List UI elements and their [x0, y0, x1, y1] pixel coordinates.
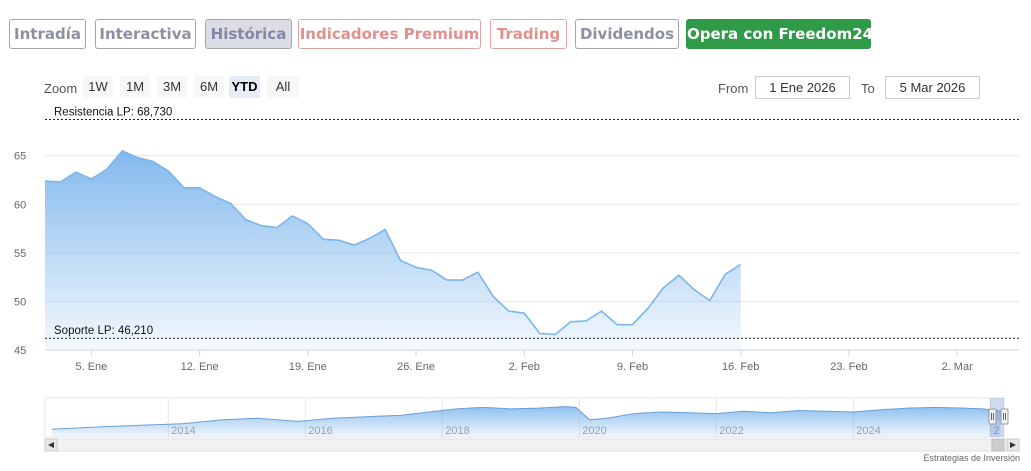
- opera-con-freedom24-button[interactable]: Opera con Freedom24: [686, 19, 873, 49]
- y-axis: 45 50 55 60 65: [14, 151, 26, 357]
- scroll-right-arrow-icon: [1010, 442, 1016, 448]
- tab-dividendos[interactable]: Dividendos: [575, 19, 679, 49]
- x-tick-label: 12. Ene: [181, 361, 219, 373]
- zoom-6m-button[interactable]: 6M: [194, 76, 224, 98]
- zoom-3m-button[interactable]: 3M: [157, 76, 187, 98]
- zoom-all-button[interactable]: All: [267, 76, 299, 98]
- price-line: [44, 149, 742, 336]
- support-label: Soporte LP: 46,210: [54, 325, 153, 337]
- y-tick-label-60: 60: [14, 199, 26, 211]
- zoom-label: Zoom: [44, 81, 78, 96]
- from-date-input[interactable]: 1 Ene 2026: [755, 76, 850, 99]
- x-tick-label: 26. Ene: [397, 361, 435, 373]
- tab-trading[interactable]: Trading: [490, 19, 567, 49]
- to-date-input[interactable]: 5 Mar 2026: [885, 76, 980, 99]
- price-series: [44, 149, 742, 350]
- tab-interactiva[interactable]: Interactiva: [95, 19, 196, 49]
- to-label: To: [861, 81, 875, 96]
- tab-indicadores-premium[interactable]: Indicadores Premium: [298, 19, 481, 49]
- navigator[interactable]: 2014201620182020202220242: [44, 397, 1020, 452]
- x-tick-label: 16. Feb: [722, 361, 759, 373]
- price-area: [45, 150, 741, 350]
- x-tick-label: 23. Feb: [830, 361, 867, 373]
- navigator-scrollbar[interactable]: [44, 438, 1020, 452]
- navigator-right-handle[interactable]: [1000, 408, 1009, 425]
- navigator-area: [51, 406, 1001, 437]
- support-resistance-lines: Resistencia LP: 68,730 Soporte LP: 46,210: [45, 106, 1019, 339]
- tab-intradia[interactable]: Intradía: [9, 19, 86, 49]
- navigator-line: [51, 406, 1001, 430]
- x-tick-label: 5. Ene: [75, 361, 107, 373]
- x-tick-label: 19. Ene: [289, 361, 327, 373]
- x-tick-label: 2. Mar: [942, 361, 974, 373]
- scroll-thumb[interactable]: [991, 438, 1005, 452]
- y-tick-label-55: 55: [14, 248, 26, 260]
- scroll-left-arrow-icon: [48, 442, 54, 448]
- y-tick-label-50: 50: [14, 296, 26, 308]
- tab-historica[interactable]: Histórica: [205, 19, 292, 49]
- y-tick-label-65: 65: [14, 151, 26, 163]
- y-tick-label-45: 45: [14, 345, 26, 357]
- attribution-text: Estrategias de Inversión: [923, 453, 1020, 463]
- from-label: From: [718, 81, 749, 96]
- resistance-label: Resistencia LP: 68,730: [54, 106, 172, 118]
- x-tick-label: 9. Feb: [617, 361, 648, 373]
- x-tick-label: 2. Feb: [509, 361, 540, 373]
- zoom-1w-button[interactable]: 1W: [83, 76, 113, 98]
- navigator-selected-range: [990, 398, 1004, 437]
- navigator-left-handle[interactable]: [988, 408, 997, 425]
- zoom-1m-button[interactable]: 1M: [120, 76, 150, 98]
- x-axis: 5. Ene 12. Ene 19. Ene 26. Ene 2. Feb 9. Feb 1…: [45, 349, 1019, 373]
- zoom-ytd-button[interactable]: YTD: [229, 76, 260, 98]
